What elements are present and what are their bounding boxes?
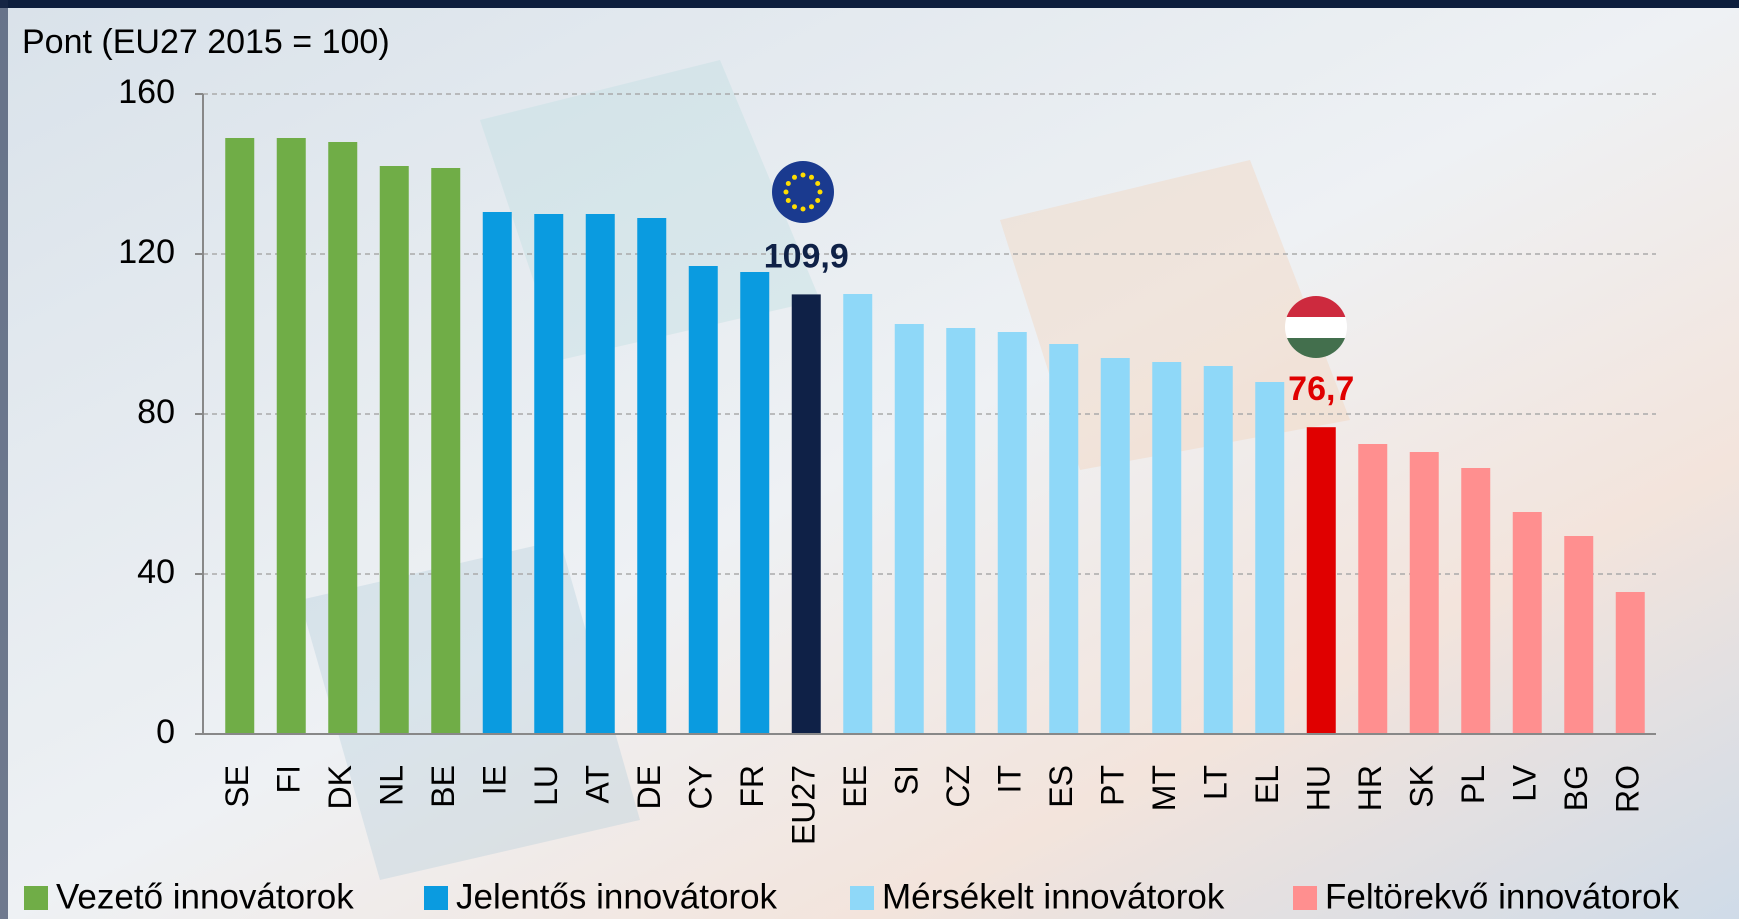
bar bbox=[1409, 452, 1439, 734]
x-tick-label: FI bbox=[271, 765, 307, 793]
x-tick-label: SE bbox=[219, 765, 255, 808]
bar bbox=[997, 332, 1027, 734]
x-tick-label: EL bbox=[1249, 765, 1285, 804]
x-tick-label: HR bbox=[1352, 765, 1388, 811]
x-tick-label: AT bbox=[580, 765, 616, 804]
bar bbox=[791, 294, 821, 734]
left-band bbox=[0, 0, 8, 919]
x-tick-label: RO bbox=[1610, 765, 1646, 813]
decor bbox=[480, 60, 820, 360]
eu-flag bbox=[772, 161, 834, 223]
x-tick-label: SK bbox=[1404, 765, 1440, 808]
data-label: 76,7 bbox=[1288, 370, 1354, 408]
x-tick-label: DK bbox=[322, 765, 358, 809]
bar bbox=[225, 138, 255, 734]
legend-swatch bbox=[1293, 886, 1317, 910]
x-tick-label: PL bbox=[1455, 765, 1491, 804]
x-tick-label: LT bbox=[1198, 765, 1234, 800]
x-tick-label: BE bbox=[425, 765, 461, 808]
y-tick-label: 0 bbox=[156, 713, 175, 751]
x-tick-label: FR bbox=[734, 765, 770, 808]
x-tick-label: DE bbox=[631, 765, 667, 809]
x-tick-label: NL bbox=[374, 765, 410, 806]
y-tick-label: 40 bbox=[137, 553, 175, 591]
x-tick-label: MT bbox=[1146, 765, 1182, 811]
x-tick-label: SI bbox=[889, 765, 925, 795]
bar bbox=[1564, 536, 1594, 734]
bar bbox=[1306, 427, 1336, 734]
bar bbox=[1203, 366, 1233, 734]
bar bbox=[1049, 344, 1079, 734]
legend-swatch bbox=[424, 886, 448, 910]
x-tick-label: IE bbox=[477, 765, 513, 795]
bar bbox=[482, 212, 512, 734]
y-tick-label: 80 bbox=[137, 393, 175, 431]
bar bbox=[1255, 382, 1285, 734]
bar bbox=[637, 218, 667, 734]
legend-label: Jelentős innovátorok bbox=[456, 877, 778, 916]
x-tick-label: EE bbox=[837, 765, 873, 808]
bar bbox=[843, 294, 873, 734]
x-tick-label: LU bbox=[528, 765, 564, 806]
legend-label: Feltörekvő innovátorok bbox=[1325, 877, 1680, 916]
x-tick-label: LV bbox=[1507, 764, 1543, 801]
x-tick-label: BG bbox=[1558, 765, 1594, 811]
x-tick-label: CZ bbox=[940, 765, 976, 808]
data-label: 109,9 bbox=[764, 237, 849, 275]
bar bbox=[1512, 512, 1542, 734]
bar bbox=[1461, 468, 1491, 734]
bar bbox=[946, 328, 976, 734]
x-tick-label: PT bbox=[1095, 765, 1131, 806]
x-tick-label: EU27 bbox=[786, 765, 822, 845]
bar bbox=[379, 166, 409, 734]
x-tick-label: CY bbox=[683, 765, 719, 809]
x-tick-label: HU bbox=[1301, 765, 1337, 811]
bar bbox=[585, 214, 615, 734]
bar bbox=[431, 168, 461, 734]
bar bbox=[894, 324, 924, 734]
bar bbox=[1152, 362, 1182, 734]
y-axis-label: Pont (EU27 2015 = 100) bbox=[22, 23, 390, 61]
bar bbox=[1615, 592, 1645, 734]
bar bbox=[1358, 444, 1388, 734]
bar bbox=[688, 266, 718, 734]
x-tick-label: ES bbox=[1043, 765, 1079, 808]
legend-swatch bbox=[24, 886, 48, 910]
legend-label: Mérsékelt innovátorok bbox=[882, 877, 1225, 916]
legend-swatch bbox=[850, 886, 874, 910]
bar bbox=[740, 272, 770, 734]
x-tick-label: IT bbox=[992, 765, 1028, 793]
bar bbox=[534, 214, 564, 734]
bar bbox=[276, 138, 306, 734]
hu-flag bbox=[1285, 296, 1347, 358]
y-tick-label: 160 bbox=[118, 73, 175, 111]
y-tick-label: 120 bbox=[118, 233, 175, 271]
legend-label: Vezető innovátorok bbox=[56, 877, 354, 916]
bar bbox=[328, 142, 358, 734]
top-band bbox=[0, 0, 1739, 8]
bar bbox=[1100, 358, 1130, 734]
